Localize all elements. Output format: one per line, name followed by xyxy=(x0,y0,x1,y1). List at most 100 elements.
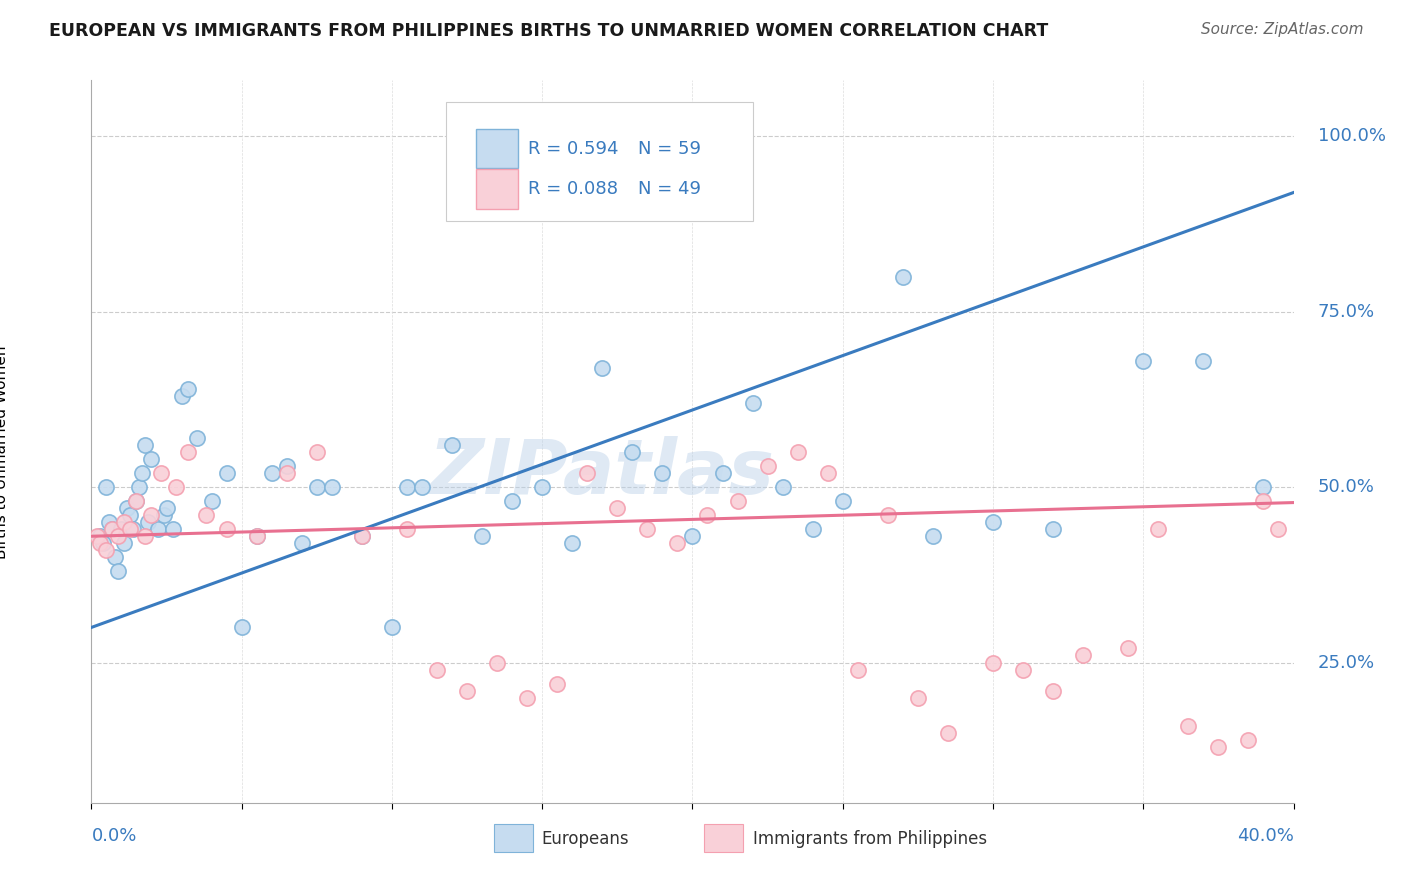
Point xyxy=(350,529,373,543)
Point xyxy=(194,508,217,523)
Text: R = 0.594: R = 0.594 xyxy=(527,140,619,158)
Point xyxy=(711,466,734,480)
Point xyxy=(176,445,198,459)
Point xyxy=(395,480,418,494)
Point xyxy=(907,690,929,705)
Point xyxy=(1253,494,1275,508)
Text: Births to Unmarried Women: Births to Unmarried Women xyxy=(0,345,8,558)
Point xyxy=(486,656,509,670)
Text: Europeans: Europeans xyxy=(541,830,628,848)
Text: 25.0%: 25.0% xyxy=(1317,654,1375,672)
Bar xyxy=(704,824,742,852)
Point xyxy=(89,536,111,550)
Point xyxy=(276,459,298,474)
Point xyxy=(801,522,824,536)
Point xyxy=(441,438,464,452)
Point xyxy=(215,522,238,536)
Text: Immigrants from Philippines: Immigrants from Philippines xyxy=(752,830,987,848)
Bar xyxy=(477,128,519,169)
Point xyxy=(817,466,839,480)
Point xyxy=(621,445,644,459)
Point xyxy=(246,529,269,543)
Point xyxy=(120,508,142,523)
Point xyxy=(1042,683,1064,698)
Point xyxy=(122,522,145,536)
Point xyxy=(1192,354,1215,368)
Point xyxy=(576,466,599,480)
Point xyxy=(114,515,136,529)
Point xyxy=(1267,522,1289,536)
Point xyxy=(381,620,404,634)
Text: 0.0%: 0.0% xyxy=(91,828,136,846)
Point xyxy=(186,431,208,445)
Point xyxy=(305,445,328,459)
Text: Source: ZipAtlas.com: Source: ZipAtlas.com xyxy=(1201,22,1364,37)
Point xyxy=(696,508,718,523)
Point xyxy=(141,508,163,523)
Bar xyxy=(494,824,533,852)
Point xyxy=(651,466,673,480)
Text: EUROPEAN VS IMMIGRANTS FROM PHILIPPINES BIRTHS TO UNMARRIED WOMEN CORRELATION CH: EUROPEAN VS IMMIGRANTS FROM PHILIPPINES … xyxy=(49,22,1049,40)
Point xyxy=(561,536,583,550)
Point xyxy=(741,396,763,410)
Point xyxy=(215,466,238,480)
Point xyxy=(321,480,343,494)
Point xyxy=(305,480,328,494)
Text: N = 49: N = 49 xyxy=(638,180,702,198)
Point xyxy=(149,466,172,480)
Point xyxy=(350,529,373,543)
Point xyxy=(471,529,494,543)
Point xyxy=(107,564,129,578)
Point xyxy=(831,494,853,508)
Point xyxy=(786,445,808,459)
Point xyxy=(756,459,779,474)
Point xyxy=(152,508,174,523)
Point xyxy=(138,515,160,529)
Point xyxy=(134,529,156,543)
Text: 50.0%: 50.0% xyxy=(1317,478,1375,496)
Point xyxy=(155,501,177,516)
Point xyxy=(291,536,314,550)
Point xyxy=(936,725,959,739)
Point xyxy=(96,543,118,558)
Point xyxy=(176,382,198,396)
Point xyxy=(1253,480,1275,494)
Point xyxy=(246,529,269,543)
Point xyxy=(276,466,298,480)
Point xyxy=(260,466,283,480)
Point xyxy=(501,494,523,508)
Point xyxy=(516,690,538,705)
Text: N = 59: N = 59 xyxy=(638,140,702,158)
Point xyxy=(125,494,148,508)
Point xyxy=(117,501,139,516)
Point xyxy=(591,360,613,375)
Point xyxy=(96,480,118,494)
Point xyxy=(134,438,156,452)
Point xyxy=(1132,354,1154,368)
Point xyxy=(727,494,749,508)
Point xyxy=(1208,739,1230,754)
Point xyxy=(131,466,153,480)
Point xyxy=(922,529,945,543)
Point xyxy=(165,480,187,494)
Bar xyxy=(477,169,519,209)
Point xyxy=(170,389,193,403)
Point xyxy=(86,529,108,543)
Point xyxy=(395,522,418,536)
Point xyxy=(128,480,150,494)
Point xyxy=(981,656,1004,670)
Point xyxy=(681,529,703,543)
Point xyxy=(606,501,628,516)
Point xyxy=(666,536,689,550)
Point xyxy=(107,529,129,543)
Point xyxy=(772,480,794,494)
Point xyxy=(104,550,127,565)
Point xyxy=(531,480,554,494)
Point xyxy=(981,515,1004,529)
Point xyxy=(125,494,148,508)
Point xyxy=(1071,648,1094,663)
Point xyxy=(1237,732,1260,747)
Text: ZIPatlas: ZIPatlas xyxy=(429,436,775,510)
Point xyxy=(1147,522,1170,536)
Point xyxy=(146,522,169,536)
